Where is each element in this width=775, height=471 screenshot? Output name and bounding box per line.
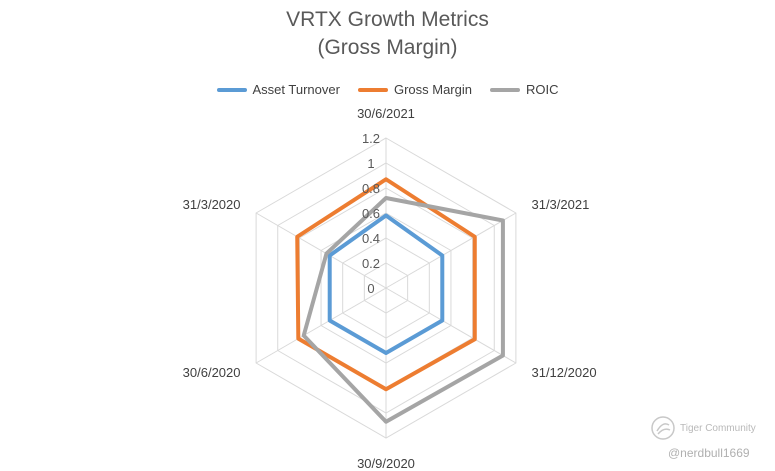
category-label-1: 31/3/2021 bbox=[531, 197, 589, 212]
tick-label-6: 1.2 bbox=[362, 131, 380, 146]
watermark-brand: Tiger Community bbox=[680, 423, 756, 434]
category-label-3: 30/9/2020 bbox=[357, 456, 415, 471]
category-label-0: 30/6/2021 bbox=[357, 106, 415, 121]
legend-item-asset-turnover: Asset Turnover bbox=[216, 82, 340, 97]
tick-label-1: 0.2 bbox=[362, 256, 380, 271]
chart-legend: Asset Turnover Gross Margin ROIC bbox=[0, 82, 775, 97]
tiger-community-logo-icon bbox=[651, 416, 675, 440]
series-line-roic bbox=[301, 196, 505, 424]
legend-swatch-asset-turnover bbox=[216, 87, 247, 92]
legend-swatch-roic bbox=[489, 87, 520, 92]
watermark-handle: @nerdbull1669 bbox=[668, 446, 750, 460]
grid-spoke-1 bbox=[385, 212, 517, 289]
tick-label-0: 0 bbox=[367, 281, 374, 296]
series-line-asset-turnover bbox=[327, 213, 445, 355]
category-label-5: 31/3/2020 bbox=[183, 197, 241, 212]
category-label-4: 30/6/2020 bbox=[183, 365, 241, 380]
tick-label-2: 0.4 bbox=[362, 231, 380, 246]
grid-spoke-4 bbox=[255, 287, 387, 364]
chart-title-line-1: VRTX Growth Metrics bbox=[286, 8, 489, 31]
grid-spoke-2 bbox=[385, 287, 517, 364]
tick-label-3: 0.6 bbox=[362, 206, 380, 221]
tick-label-4: 0.8 bbox=[362, 181, 380, 196]
tick-label-5: 1 bbox=[367, 156, 374, 171]
legend-item-roic: ROIC bbox=[489, 82, 559, 97]
grid-spoke-5 bbox=[255, 212, 387, 289]
category-label-2: 31/12/2020 bbox=[531, 365, 596, 380]
legend-label-asset-turnover: Asset Turnover bbox=[252, 82, 340, 97]
series-line-gross-margin bbox=[295, 177, 477, 392]
legend-swatch-gross-margin bbox=[357, 87, 388, 92]
legend-label-gross-margin: Gross Margin bbox=[393, 82, 472, 97]
legend-label-roic: ROIC bbox=[525, 82, 559, 97]
chart-title-line-2: (Gross Margin) bbox=[317, 36, 458, 59]
legend-item-gross-margin: Gross Margin bbox=[357, 82, 472, 97]
